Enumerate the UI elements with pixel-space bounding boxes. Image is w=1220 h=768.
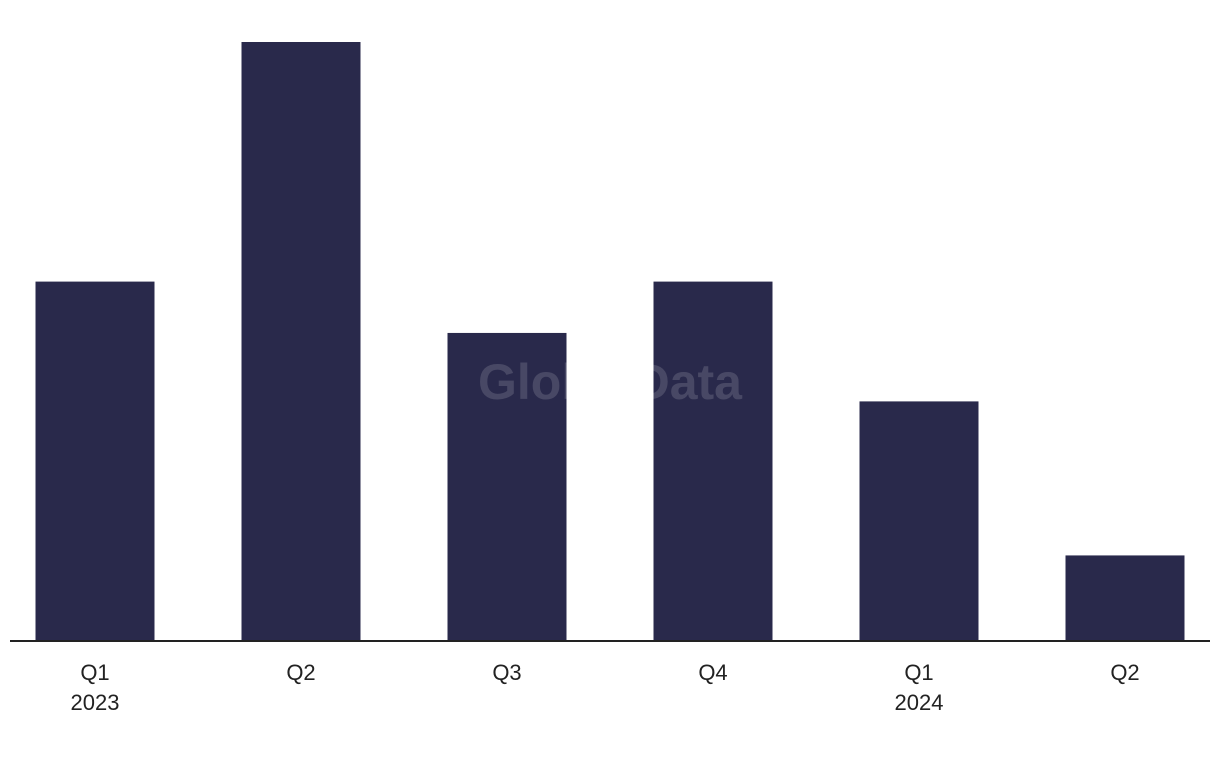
bar — [35, 281, 155, 641]
bar — [653, 281, 773, 641]
x-tick-label: 2024 — [895, 690, 944, 715]
x-tick-label: Q2 — [1110, 660, 1139, 685]
bar — [447, 332, 567, 641]
x-tick-label: Q1 — [904, 660, 933, 685]
x-tick-label: Q4 — [698, 660, 727, 685]
bar — [859, 401, 979, 641]
x-tick-label: Q3 — [492, 660, 521, 685]
x-tick-label: Q1 — [80, 660, 109, 685]
bars — [35, 42, 1185, 641]
x-tick-label: 2023 — [71, 690, 120, 715]
watermark: GlobalData — [478, 354, 743, 410]
bar — [1065, 555, 1185, 641]
bar — [241, 42, 361, 641]
x-tick-label: Q2 — [286, 660, 315, 685]
